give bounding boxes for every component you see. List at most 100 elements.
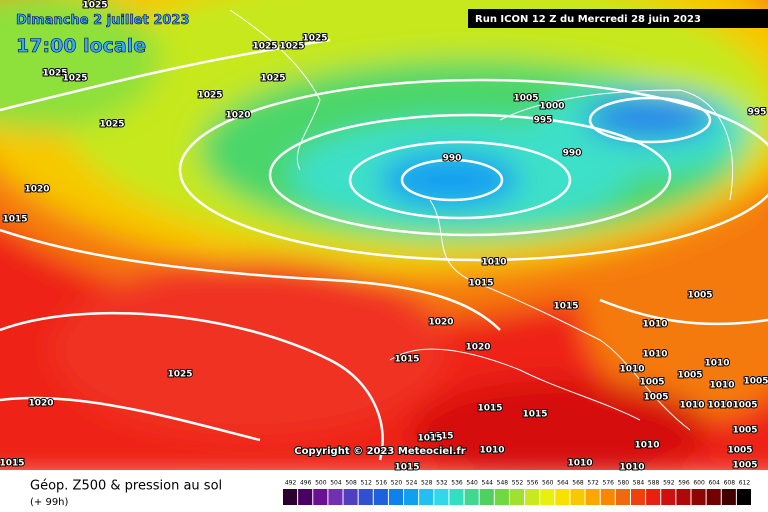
run-box: [468, 9, 768, 28]
isobars: [0, 38, 768, 461]
color-swatch: [343, 489, 358, 505]
isobar-label: 1000: [539, 102, 564, 112]
color-swatch: [449, 489, 464, 505]
isobar-label: 1015: [2, 215, 27, 225]
isobar-label: 1005: [643, 393, 668, 403]
isobar-label: 1015: [468, 279, 493, 289]
isobar-label: 1025: [260, 74, 285, 84]
isobar-label: 1015: [394, 463, 419, 473]
scale-label: 500: [315, 480, 327, 487]
color-swatch: [434, 489, 449, 505]
scale-label: 588: [648, 480, 660, 487]
color-swatch: [721, 489, 736, 505]
forecast-time: 17:00 locale: [16, 35, 146, 57]
scale-label: 560: [542, 480, 554, 487]
isobar-label: 1015: [417, 434, 442, 444]
scale-label: 496: [300, 480, 312, 487]
legend-title: Géop. Z500 & pression au sol: [30, 479, 222, 494]
isobar-label: 1015: [0, 459, 25, 469]
scale-label: 604: [708, 480, 720, 487]
isobar-label: 1010: [479, 446, 504, 456]
color-swatch: [328, 489, 343, 505]
color-swatch: [509, 489, 525, 505]
isobar-label: 1015: [477, 404, 502, 414]
scale-label: 568: [572, 480, 584, 487]
scale-label: 600: [693, 480, 705, 487]
isobar-label: 1010: [642, 320, 667, 330]
scale-label: 512: [360, 480, 372, 487]
scale-label: 532: [436, 480, 448, 487]
color-swatch: [555, 489, 570, 505]
scale-label: 564: [557, 480, 569, 487]
scale-label: 492: [285, 480, 297, 487]
scale-label: 536: [451, 480, 463, 487]
scale-label: 592: [663, 480, 675, 487]
isobar-label: 1010: [567, 459, 592, 469]
scale-label: 576: [603, 480, 615, 487]
color-swatch: [661, 489, 676, 505]
scale-label: 504: [330, 480, 342, 487]
color-swatch: [600, 489, 615, 505]
isobar-label: 1010: [704, 359, 729, 369]
scale-label: 584: [633, 480, 645, 487]
isobar-label: 1015: [553, 302, 578, 312]
scale-label: 540: [466, 480, 478, 487]
color-swatch: [615, 489, 630, 505]
scale-label: 608: [724, 480, 736, 487]
color-swatch: [298, 489, 313, 505]
forecast-date: Dimanche 2 juillet 2023: [16, 13, 190, 28]
color-swatch: [676, 489, 691, 505]
color-swatch: [283, 489, 298, 505]
isobar-label: 1025: [42, 69, 67, 79]
isobar-label: 1005: [732, 426, 757, 436]
scale-label: 596: [678, 480, 690, 487]
color-swatch: [419, 489, 434, 505]
isobar-label: 1005: [513, 94, 538, 104]
lead-time: (+ 99h): [30, 497, 69, 508]
color-swatch: [358, 489, 373, 505]
isobar-label: 1010: [679, 401, 704, 411]
isobar-label: 1010: [642, 350, 667, 360]
color-swatch: [479, 489, 494, 505]
color-swatch: [646, 489, 661, 505]
isobar-label: 990: [563, 149, 582, 159]
color-swatch: [404, 489, 419, 505]
isobar-label: 1010: [707, 401, 732, 411]
color-swatch: [570, 489, 585, 505]
color-swatch: [464, 489, 479, 505]
isobar-label: 1010: [634, 441, 659, 451]
isobar-label: 995: [534, 116, 553, 126]
color-swatch: [525, 489, 540, 505]
scale-label: 580: [618, 480, 630, 487]
scale-label: 552: [512, 480, 524, 487]
isobar-label: 1025: [99, 120, 124, 130]
scale-label: 612: [739, 480, 751, 487]
isobar-label: 1005: [677, 371, 702, 381]
isobar-label: 1025: [279, 42, 304, 52]
scale-label: 544: [482, 480, 494, 487]
color-swatch: [736, 489, 751, 505]
color-swatch: [373, 489, 388, 505]
color-swatch: [630, 489, 646, 505]
isobar-label: 1010: [619, 365, 644, 375]
isobar-label: 1025: [82, 1, 107, 11]
isobar-label: 1010: [709, 381, 734, 391]
isobar-label: 1015: [428, 432, 453, 442]
scale-label: 524: [406, 480, 418, 487]
scale-label: 516: [376, 480, 388, 487]
color-swatch: [540, 489, 555, 505]
isobar-label: 1005: [732, 461, 757, 471]
isobar-label: 1005: [732, 401, 757, 411]
isobar-label: 1020: [465, 343, 490, 353]
copyright: Copyright © 2023 Meteociel.fr: [294, 446, 465, 457]
isobar-label: 1015: [394, 355, 419, 365]
isobar-label: 1020: [225, 111, 250, 121]
coastlines: [229, 9, 734, 431]
scale-label: 548: [497, 480, 509, 487]
color-swatch: [691, 489, 706, 505]
color-swatch: [388, 489, 404, 505]
isobar-label: 1020: [428, 318, 453, 328]
geopotential-field: [0, 0, 768, 480]
isobar-label: 1020: [24, 185, 49, 195]
